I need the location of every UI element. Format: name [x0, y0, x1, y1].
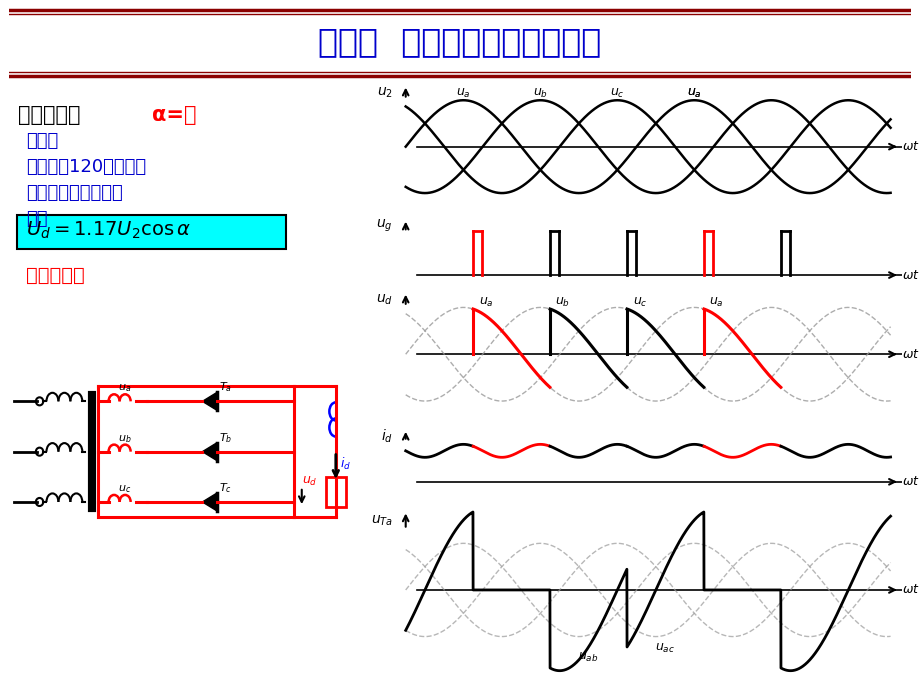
Text: 大电感负载: 大电感负载 — [18, 104, 81, 124]
Text: $\omega t$: $\omega t$ — [901, 140, 918, 153]
Text: $u_a$: $u_a$ — [456, 87, 471, 99]
Bar — [325, 477, 346, 507]
Text: 电压: 电压 — [26, 210, 47, 228]
Text: 导通角为120，晶闸管: 导通角为120，晶闸管 — [26, 158, 146, 176]
Text: $i_d$: $i_d$ — [340, 455, 351, 472]
Text: $u_b$: $u_b$ — [118, 433, 131, 444]
Text: $u_c$: $u_c$ — [609, 87, 624, 99]
Text: $T_c$: $T_c$ — [219, 481, 232, 495]
Text: $u_d$: $u_d$ — [375, 293, 392, 307]
Text: 移相范围？: 移相范围？ — [26, 266, 85, 284]
Text: $u_{ab}$: $u_{ab}$ — [578, 651, 598, 664]
Text: $T_b$: $T_b$ — [219, 431, 233, 444]
Text: $\omega t$: $\omega t$ — [901, 348, 918, 361]
Text: $u_{Ta}$: $u_{Ta}$ — [370, 514, 392, 528]
Text: α=？: α=？ — [152, 104, 196, 124]
Text: $u_a$: $u_a$ — [709, 296, 723, 309]
Text: $i_d$: $i_d$ — [380, 427, 392, 444]
Text: 特点：: 特点： — [26, 132, 58, 150]
Text: $\omega t$: $\omega t$ — [901, 268, 918, 282]
Text: 第二节  三相半波可控整流电路: 第二节 三相半波可控整流电路 — [318, 25, 601, 58]
Text: $\it{U_d}=1.17\it{U_2}\cos\alpha$: $\it{U_d}=1.17\it{U_2}\cos\alpha$ — [26, 219, 190, 241]
Polygon shape — [202, 442, 217, 461]
Text: $u_c$: $u_c$ — [118, 483, 130, 495]
Text: $T_a$: $T_a$ — [219, 380, 232, 394]
Text: $u_a$: $u_a$ — [118, 382, 130, 394]
Text: $u_c$: $u_c$ — [632, 296, 646, 309]
Polygon shape — [202, 393, 217, 411]
Text: $\omega t$: $\omega t$ — [901, 584, 918, 596]
Text: $\omega t$: $\omega t$ — [901, 475, 918, 489]
Text: $u_a$: $u_a$ — [686, 87, 701, 99]
Text: $u_a$: $u_a$ — [686, 87, 701, 99]
Text: $u_a$: $u_a$ — [478, 296, 493, 309]
Text: $u_{ac}$: $u_{ac}$ — [654, 642, 675, 655]
Text: $u_b$: $u_b$ — [532, 87, 548, 99]
Text: 截止时承受电压为线: 截止时承受电压为线 — [26, 184, 122, 202]
FancyBboxPatch shape — [17, 215, 286, 249]
Polygon shape — [202, 493, 217, 511]
Text: $u_g$: $u_g$ — [376, 218, 392, 235]
Text: $u_b$: $u_b$ — [555, 296, 570, 309]
Text: $u_2$: $u_2$ — [377, 86, 392, 100]
Text: $u_d$: $u_d$ — [301, 475, 317, 489]
